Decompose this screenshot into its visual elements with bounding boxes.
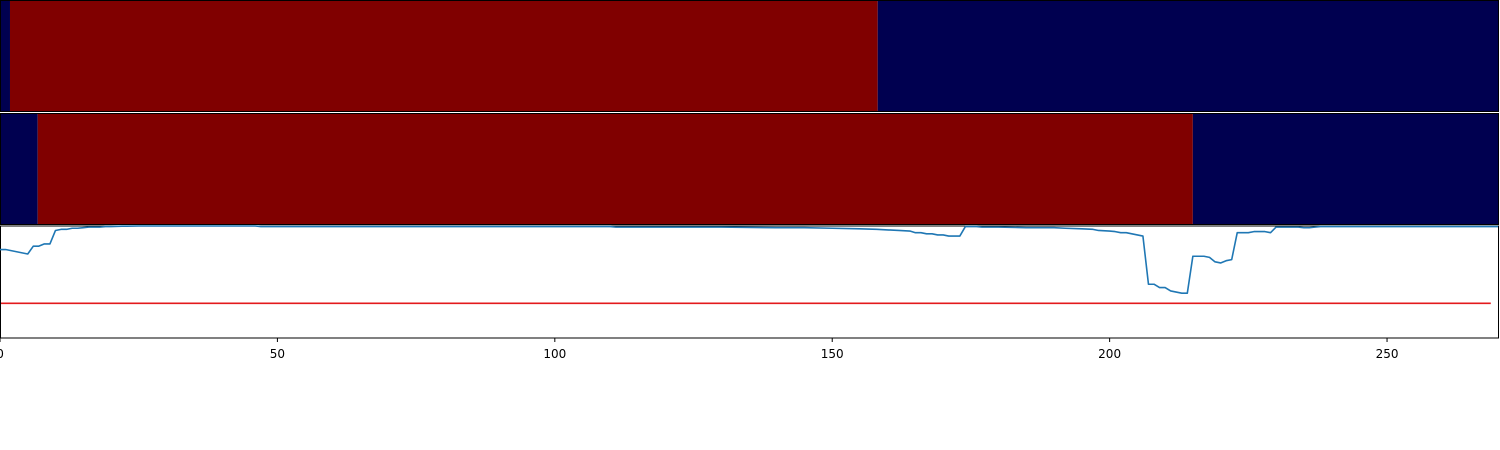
middle-heatmap-strip	[0, 113, 1499, 225]
x-tick-label-0: 0	[0, 347, 4, 361]
heatmap-segment-0-2	[877, 0, 1498, 112]
x-tick-label-100: 100	[543, 347, 566, 361]
heatmap-segment-1-1	[37, 113, 1193, 225]
strip-frame-0	[0, 0, 1499, 112]
x-tick-label-250: 250	[1376, 347, 1399, 361]
score-line-panel	[0, 225, 1499, 339]
heatmap-segment-1-0	[0, 113, 38, 225]
heatmap-segment-1-2	[1192, 113, 1498, 225]
heatmap-segment-0-0	[0, 0, 10, 112]
x-tick-label-50: 50	[270, 347, 285, 361]
x-axis: 0 50 100 150 200 250	[0, 338, 1398, 361]
x-tick-label-200: 200	[1098, 347, 1121, 361]
x-tick-label-150: 150	[821, 347, 844, 361]
heatmap-segment-0-1	[9, 0, 878, 112]
strip-frame-1	[0, 113, 1499, 225]
top-heatmap-strip	[0, 0, 1499, 112]
score-series-line	[0, 225, 1498, 294]
line-panel-frame	[0, 225, 1499, 339]
